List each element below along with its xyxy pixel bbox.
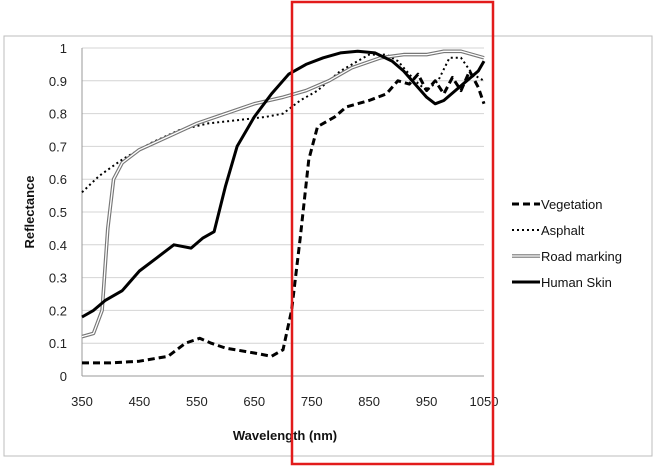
series-lines bbox=[81, 49, 486, 365]
x-axis-title: Wavelength (nm) bbox=[233, 428, 337, 443]
y-tick-label: 0.6 bbox=[49, 172, 67, 187]
y-tick-label: 0.4 bbox=[49, 238, 67, 253]
chart-frame bbox=[3, 35, 653, 457]
legend: Vegetation Asphalt Road marking Human Skin bbox=[512, 197, 622, 290]
legend-label-asphalt: Asphalt bbox=[541, 223, 585, 238]
x-tick-label: 950 bbox=[416, 394, 438, 409]
series-line-vegetation bbox=[82, 69, 486, 365]
x-tick-label: 350 bbox=[71, 394, 93, 409]
y-tick-label: 0.5 bbox=[49, 205, 67, 220]
x-tick-label: 650 bbox=[243, 394, 265, 409]
x-tick-label: 750 bbox=[301, 394, 323, 409]
y-tick-label: 0.7 bbox=[49, 139, 67, 154]
x-tick-label: 1050 bbox=[470, 394, 499, 409]
x-tick-labels: 350 450 550 650 750 850 950 1050 bbox=[71, 394, 498, 409]
y-axis-title: Reflectance bbox=[22, 176, 37, 249]
x-tick-label: 450 bbox=[129, 394, 151, 409]
series-line-road-marking-inner bbox=[81, 50, 485, 338]
y-tick-label: 0 bbox=[60, 369, 67, 384]
y-tick-labels: 0 0.1 0.2 0.3 0.4 0.5 0.6 0.7 0.8 0.9 1 bbox=[49, 41, 67, 384]
legend-label-vegetation: Vegetation bbox=[541, 197, 602, 212]
y-tick-label: 0.3 bbox=[49, 271, 67, 286]
y-tick-label: 1 bbox=[60, 41, 67, 56]
axes bbox=[81, 48, 484, 377]
y-tick-label: 0.9 bbox=[49, 74, 67, 89]
x-tick-label: 550 bbox=[186, 394, 208, 409]
highlight-box bbox=[290, 0, 495, 466]
y-tick-label: 0.1 bbox=[49, 336, 67, 351]
legend-label-human-skin: Human Skin bbox=[541, 275, 612, 290]
legend-label-road-marking: Road marking bbox=[541, 249, 622, 264]
series-line-human-skin bbox=[81, 49, 486, 319]
y-tick-label: 0.2 bbox=[49, 303, 67, 318]
x-tick-label: 850 bbox=[358, 394, 380, 409]
y-tick-label: 0.8 bbox=[49, 107, 67, 122]
